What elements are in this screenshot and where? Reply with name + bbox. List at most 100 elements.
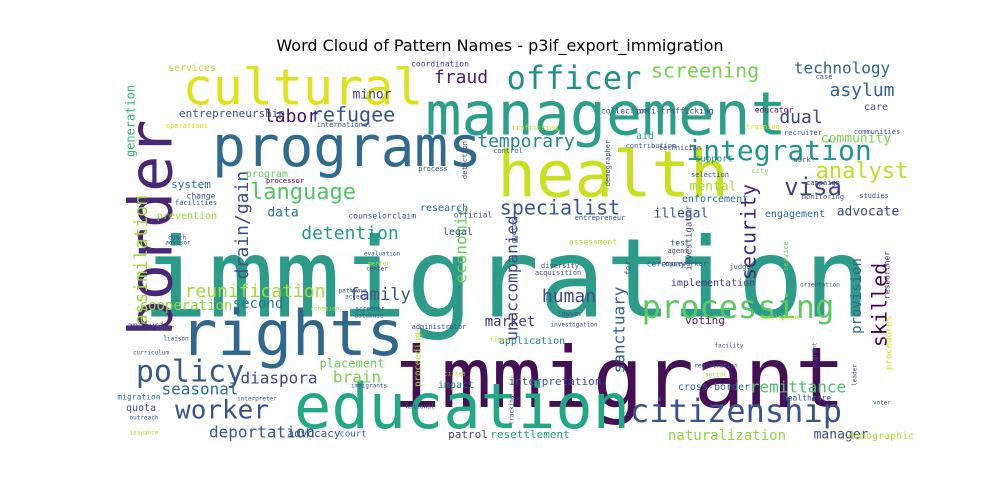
word-proceedings: proceedings (414, 327, 424, 387)
word-change: change (187, 192, 216, 201)
word-collection: collection (601, 107, 649, 116)
word-lawyer: lawyer (557, 310, 582, 318)
word-demographic: demographic (848, 431, 914, 442)
word-health: health (497, 139, 728, 213)
word-screening: screening (651, 59, 759, 83)
word-social: social (705, 372, 727, 379)
word-international: international (317, 121, 372, 129)
word-system: system (171, 178, 211, 191)
word-immigration: immigration (142, 214, 870, 342)
word-service: service (782, 241, 790, 271)
word-generation: generation (124, 85, 138, 157)
word-officer: officer (507, 59, 642, 97)
word-screener: screener (356, 306, 385, 313)
word-claim: claim (392, 212, 416, 221)
word-cohesion: cohesion (311, 306, 340, 313)
word-city: city (752, 167, 769, 175)
word-interpretation: interpretation (509, 375, 602, 388)
word-for: for (624, 261, 633, 276)
word-immigrants: immigrants (351, 383, 388, 390)
word-trafficking: trafficking (512, 124, 558, 132)
word-labor: labor (264, 106, 318, 127)
word-anti-trafficking: anti-trafficking (636, 107, 713, 116)
word-demographer: demographer (604, 140, 612, 186)
word-diversity: diversity (541, 262, 579, 270)
word-economic: economic (452, 206, 471, 283)
word-monitoring: monitoring (802, 193, 844, 201)
word-language: language (250, 180, 356, 205)
word-data: data (267, 206, 298, 221)
word-implementation: implementation (671, 278, 755, 289)
word-manager: manager (814, 428, 869, 443)
word-tracking: tracking (509, 395, 516, 424)
word-pathways: pathways (339, 288, 368, 295)
word-cooperation: cooperation (140, 298, 233, 314)
word-fraud: fraud (434, 67, 488, 88)
word-caseworker: caseworker (665, 260, 707, 268)
word-contribution: contribution (626, 142, 677, 150)
word-ceremony: ceremony (647, 260, 686, 269)
word-reunification: reunification (185, 281, 326, 302)
word-facilities: facilities (175, 199, 217, 207)
word-diaspora: diaspora (240, 369, 317, 388)
word-citizenship: citizenship (630, 392, 842, 430)
word-illegal: illegal (654, 207, 709, 222)
word-education: education (294, 370, 630, 443)
word-migrant: migrant (812, 342, 819, 368)
word-entrepreneur: entrepreneur (575, 214, 626, 222)
word-campaign: campaign (806, 179, 840, 187)
word-programs: programs (212, 115, 482, 180)
word-specialist: specialist (500, 196, 620, 220)
word-selection: selection (691, 171, 729, 179)
word-studies: studies (859, 192, 889, 200)
word-drain-gain: drain/gain (232, 171, 253, 279)
word-security: security (737, 184, 761, 280)
word-liaison: liaison (163, 336, 189, 343)
word-researcher: researcher (883, 251, 892, 299)
word-impact: impact (438, 380, 474, 391)
word-quota: quota (126, 403, 156, 414)
word-border: border (117, 120, 187, 337)
word-remittance: remittance (750, 378, 846, 397)
word-evaluation: evaluation (364, 251, 401, 258)
word-investigation: investigation (551, 322, 598, 329)
word-second: second (233, 296, 284, 312)
word-patrol: patrol (448, 428, 488, 441)
word-national: national (406, 404, 435, 411)
word-migration: migration (117, 393, 161, 402)
word-placement: placement (319, 357, 384, 371)
word-cities: cities (444, 371, 466, 378)
word-unaccompanied: unaccompanied (503, 215, 522, 340)
word-voting: voting (685, 314, 725, 327)
word-mentor: mentor (368, 261, 390, 268)
word-brain: brain (333, 368, 381, 387)
word-management: management (425, 80, 786, 150)
word-market: market (485, 314, 536, 330)
word-quotas: quotas (510, 218, 518, 243)
word-assimilation: assimilation (131, 195, 152, 325)
word-support: support (695, 155, 733, 165)
word-database: database (355, 313, 384, 320)
word-mental: mental (690, 180, 737, 195)
word-worker: worker (175, 396, 269, 426)
word-voter: voter (873, 400, 891, 407)
word-program: program (246, 169, 288, 180)
word-judge: judge (729, 263, 750, 271)
word-resettlement: resettlement (490, 428, 569, 441)
word-immigrant: immigrant (390, 329, 845, 427)
word-rights: rights (180, 297, 404, 370)
word-community: community (821, 132, 892, 147)
word-technology: technology (794, 59, 891, 78)
word-enforcement: enforcement (682, 194, 748, 205)
word-leader: leader (852, 364, 859, 386)
word-detection: detection (461, 141, 469, 179)
word-procedures: procedures (885, 316, 895, 370)
word-processing: processing (642, 288, 835, 326)
word-counselor: counselor (348, 212, 392, 221)
word-test: test (670, 239, 689, 248)
word-court: court (339, 430, 366, 440)
word-research: research (420, 203, 468, 214)
word-entrepreneurship: entrepreneurship (179, 107, 285, 120)
word-coordination: coordination (411, 60, 469, 69)
